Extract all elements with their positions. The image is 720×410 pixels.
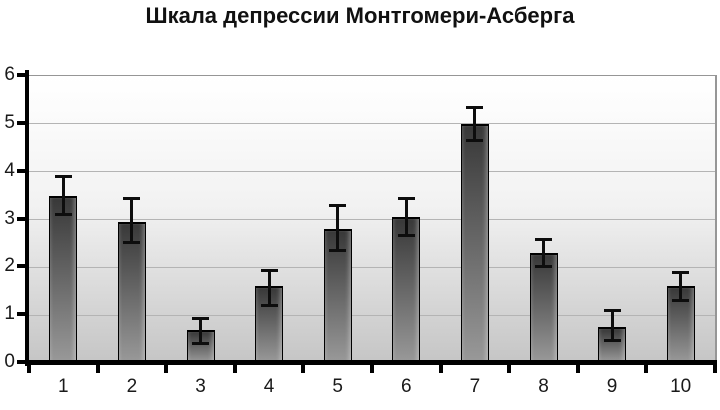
error-bar-cap-top (397, 196, 415, 200)
x-tick-label: 2 (126, 376, 138, 397)
error-bar-cap-top (466, 106, 484, 110)
x-axis-tick (27, 365, 31, 373)
error-bar-cap-bottom (192, 341, 209, 345)
error-bar-stem (130, 197, 134, 244)
error-bar-stem (679, 272, 683, 301)
gridline (29, 219, 715, 220)
plot-area (29, 75, 717, 363)
x-axis-tick (370, 365, 374, 373)
error-bar-cap-bottom (260, 303, 278, 307)
y-axis-tick (17, 73, 25, 77)
error-bar-stem (61, 176, 65, 215)
error-bar-cap-top (603, 309, 621, 313)
x-tick-label: 3 (195, 376, 206, 397)
y-axis-tick (17, 216, 25, 221)
x-axis-tick (232, 365, 237, 373)
error-bar-cap-bottom (54, 212, 72, 216)
y-tick-label: 5 (4, 111, 15, 133)
gridline (29, 123, 715, 125)
x-axis-line (25, 360, 717, 365)
gridline (29, 171, 715, 173)
error-bar-stem (610, 310, 614, 342)
error-bar-stem (542, 238, 545, 268)
x-axis-tick (713, 365, 717, 373)
error-bar-cap-bottom (466, 138, 484, 142)
y-tick-label: 0 (4, 351, 15, 372)
x-axis-tick (644, 365, 649, 373)
x-tick-label: 9 (606, 376, 618, 397)
y-axis-tick (17, 312, 25, 317)
bar (117, 221, 146, 363)
error-bar-stem (199, 317, 202, 344)
error-bar-cap-bottom (329, 248, 347, 252)
y-axis-line (25, 70, 29, 366)
y-tick-label: 6 (4, 64, 15, 85)
x-tick-label: 1 (58, 376, 69, 397)
bar (49, 195, 78, 363)
error-bar-cap-top (192, 316, 209, 320)
error-bar-stem (267, 269, 271, 306)
error-bar-cap-bottom (535, 265, 552, 269)
gridline (29, 266, 715, 268)
x-tick-label: 8 (538, 376, 549, 397)
x-tick-label: 10 (670, 376, 692, 397)
error-bar-cap-top (672, 271, 690, 275)
gridline (29, 314, 715, 316)
error-bar-cap-bottom (672, 298, 690, 302)
error-bar-cap-top (54, 175, 72, 179)
x-axis-tick (575, 365, 580, 373)
error-bar-cap-top (123, 196, 141, 200)
y-axis-tick (17, 168, 25, 173)
bar (529, 252, 558, 363)
error-bar-cap-top (260, 268, 278, 272)
x-tick-label: 4 (263, 376, 275, 397)
y-axis-tick (17, 264, 25, 269)
bar (460, 123, 489, 363)
error-bar-cap-top (329, 204, 347, 208)
bar (392, 217, 421, 363)
error-bar-stem (336, 205, 340, 251)
x-tick-label: 7 (469, 376, 481, 397)
x-axis-tick (301, 365, 306, 373)
error-bar-cap-bottom (397, 234, 415, 238)
error-bar-stem (404, 197, 408, 237)
error-bar-cap-bottom (123, 241, 141, 245)
y-tick-label: 1 (4, 303, 15, 325)
x-tick-label: 5 (332, 376, 343, 397)
x-tick-label: 6 (401, 376, 412, 397)
x-axis-tick (507, 365, 512, 373)
y-axis-tick (17, 120, 25, 125)
y-tick-label: 2 (4, 255, 15, 277)
x-axis-tick (164, 365, 169, 373)
chart-title: Шкала депрессии Монтгомери-Асберга (145, 3, 575, 28)
error-bar-stem (473, 107, 477, 141)
error-bar-cap-bottom (603, 339, 621, 343)
x-axis-tick (95, 365, 100, 373)
y-tick-label: 4 (4, 159, 15, 181)
y-tick-label: 3 (4, 207, 15, 229)
error-bar-cap-top (535, 237, 552, 241)
y-axis-tick (17, 360, 25, 364)
x-axis-tick (438, 365, 443, 373)
